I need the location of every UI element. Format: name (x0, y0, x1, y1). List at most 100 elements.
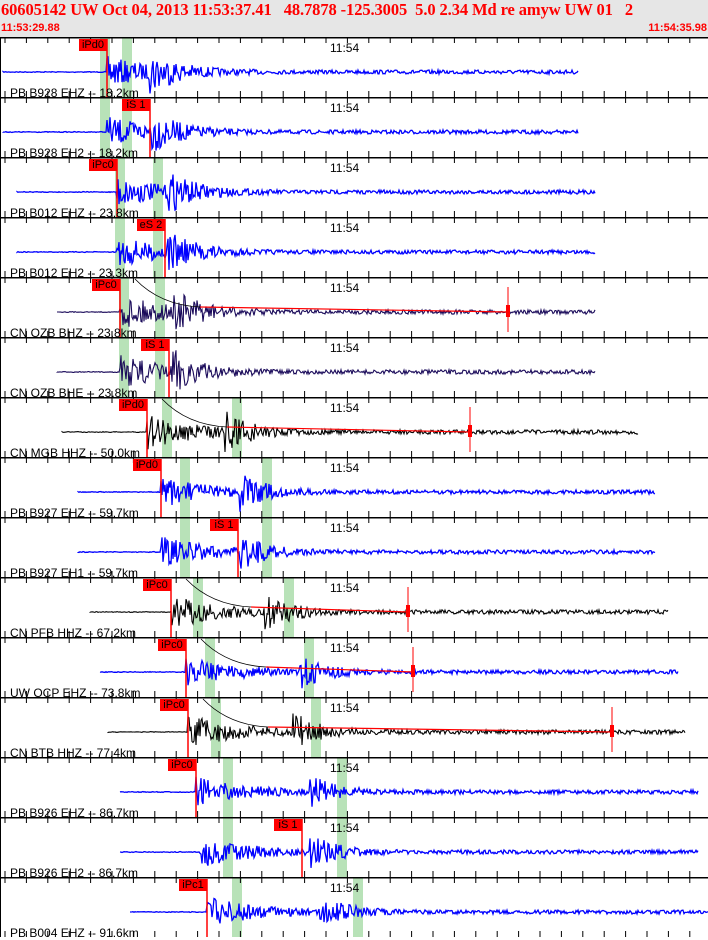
time-marker-label: 11:54 (330, 761, 360, 775)
trace-panel[interactable]: iPc0 11:54 PB B012 EHZ -- 23.8km (0, 157, 708, 220)
coda-fit-line (265, 666, 414, 673)
waveform-plot (0, 577, 708, 637)
waveform-plot (0, 277, 708, 337)
waveform-plot (0, 157, 708, 217)
phase-pick-label[interactable]: iPd0 (133, 459, 161, 471)
waveform-plot (0, 97, 708, 157)
seismogram-panels[interactable]: iPd0 11:54 PB B928 EHZ -- 18.2km iS 1 11:54 P… (0, 37, 708, 940)
phase-pick-label[interactable]: eS 2 (137, 219, 165, 231)
phase-window-band (193, 577, 203, 637)
phase-pick-label[interactable]: iPc1 (179, 879, 207, 891)
waveform-trace (119, 776, 699, 807)
waveform-plot (0, 397, 708, 457)
trace-panel[interactable]: iPc0 11:54 PB B926 EHZ -- 86.7km (0, 757, 708, 820)
trace-panel[interactable]: iS 1 11:54 CN OZB BHE -- 23.8km (0, 337, 708, 400)
phase-window-band (115, 157, 125, 217)
phase-window-band (115, 217, 125, 277)
phase-window-band (262, 457, 272, 517)
trace-panel[interactable]: eS 2 11:54 PB B012 EH2 -- 23.3km (0, 217, 708, 280)
waveform-trace (119, 838, 699, 868)
waveform-trace (61, 411, 639, 453)
event-title: 60605142 UW Oct 04, 2013 11:53:37.41 48.… (1, 0, 634, 19)
time-marker-label: 11:54 (330, 221, 360, 235)
trace-panel[interactable]: iPc1 11:54 PB B004 EHZ -- 91.6km (0, 877, 708, 940)
phase-window-band (119, 277, 129, 337)
trace-panel[interactable]: iPd0 11:54 PB B927 EHZ -- 59.7km (0, 457, 708, 520)
phase-window-band (205, 637, 215, 697)
phase-window-band (311, 697, 321, 757)
time-marker-label: 11:54 (330, 41, 360, 55)
phase-window-band (353, 877, 363, 937)
phase-pick-label[interactable]: iS 1 (141, 339, 169, 351)
time-marker-label: 11:54 (330, 821, 360, 835)
phase-pick-label[interactable]: iPc0 (168, 759, 196, 771)
phase-window-band (232, 877, 242, 937)
phase-window-band (223, 757, 233, 817)
waveform-plot (0, 457, 708, 517)
time-marker-label: 11:54 (330, 341, 360, 355)
coda-fit-line (267, 726, 613, 733)
time-marker-label: 11:54 (330, 281, 360, 295)
phase-window-band (162, 397, 172, 457)
coda-envelope (202, 698, 269, 728)
waveform-plot (0, 637, 708, 697)
phase-window-band (153, 217, 163, 277)
phase-window-band (180, 517, 190, 577)
coda-envelope (200, 638, 267, 668)
waveform-plot (0, 217, 708, 277)
waveform-trace (89, 596, 669, 630)
trace-panel[interactable]: iPc0 11:54 UW OCP EHZ -- 73.8km (0, 637, 708, 700)
time-marker-label: 11:54 (330, 581, 360, 595)
coda-fit-line (226, 426, 471, 433)
waveform-trace (107, 713, 686, 746)
phase-window-band (304, 637, 314, 697)
station-channel-label: PB B004 EHZ -- 91.6km (10, 926, 139, 940)
phase-pick-label[interactable]: iS 1 (274, 819, 302, 831)
phase-window-band (100, 97, 110, 157)
waveform-trace (2, 56, 579, 94)
phase-pick-label[interactable]: iPd0 (79, 39, 107, 51)
trace-panel[interactable]: iPc0 11:54 CN PFB HHZ -- 67.2km (0, 577, 708, 640)
waveform-plot (0, 757, 708, 817)
waveform-trace (99, 658, 679, 689)
trace-panel[interactable]: iS 1 11:54 PB B928 EH2 -- 18.2km (0, 97, 708, 160)
phase-pick-label[interactable]: iPc0 (158, 639, 186, 651)
phase-window-band (155, 337, 165, 397)
waveform-trace (2, 117, 579, 151)
window-end-time: 11:54:35.98 (648, 22, 707, 34)
coda-envelope (161, 398, 228, 428)
waveform-plot (0, 817, 708, 877)
window-start-time: 11:53:29.88 (1, 22, 60, 34)
waveform-trace (16, 174, 596, 212)
event-header: 60605142 UW Oct 04, 2013 11:53:37.41 48.… (0, 0, 708, 37)
phase-pick-label[interactable]: iS 1 (122, 99, 150, 111)
trace-panel[interactable]: iS 1 11:54 PB B927 EH1 -- 59.7km (0, 517, 708, 580)
phase-window-band (180, 457, 190, 517)
trace-panel[interactable]: iS 1 11:54 PB B926 EH2 -- 86.7km (0, 817, 708, 880)
phase-pick-label[interactable]: iPc0 (143, 579, 171, 591)
time-marker-label: 11:54 (330, 701, 360, 715)
waveform-plot (0, 877, 708, 937)
trace-panel[interactable]: iPc0 11:54 CN OZB BHZ -- 23.8km (0, 277, 708, 340)
phase-pick-label[interactable]: iPd0 (119, 399, 147, 411)
waveform-trace (56, 350, 596, 390)
phase-pick-label[interactable]: iPc0 (89, 159, 117, 171)
coda-envelope (185, 578, 252, 608)
time-marker-label: 11:54 (330, 461, 360, 475)
time-marker-label: 11:54 (330, 401, 360, 415)
time-marker-label: 11:54 (330, 101, 360, 115)
phase-pick-label[interactable]: iPc0 (92, 279, 120, 291)
phase-window-band (119, 337, 129, 397)
waveform-trace (16, 234, 596, 270)
phase-window-band (337, 817, 347, 877)
phase-window-band (155, 277, 165, 337)
waveform-plot (0, 697, 708, 757)
phase-pick-label[interactable]: iPc0 (160, 699, 188, 711)
waveform-trace (57, 293, 596, 330)
waveform-trace (77, 475, 656, 512)
coda-fit-line (199, 306, 509, 313)
trace-panel[interactable]: iPc0 11:54 CN BTB HHZ -- 77.4km (0, 697, 708, 760)
phase-pick-label[interactable]: iS 1 (210, 519, 238, 531)
trace-panel[interactable]: iPd0 11:54 CN MGB HHZ -- 50.0km (0, 397, 708, 460)
trace-panel[interactable]: iPd0 11:54 PB B928 EHZ -- 18.2km (0, 37, 708, 100)
